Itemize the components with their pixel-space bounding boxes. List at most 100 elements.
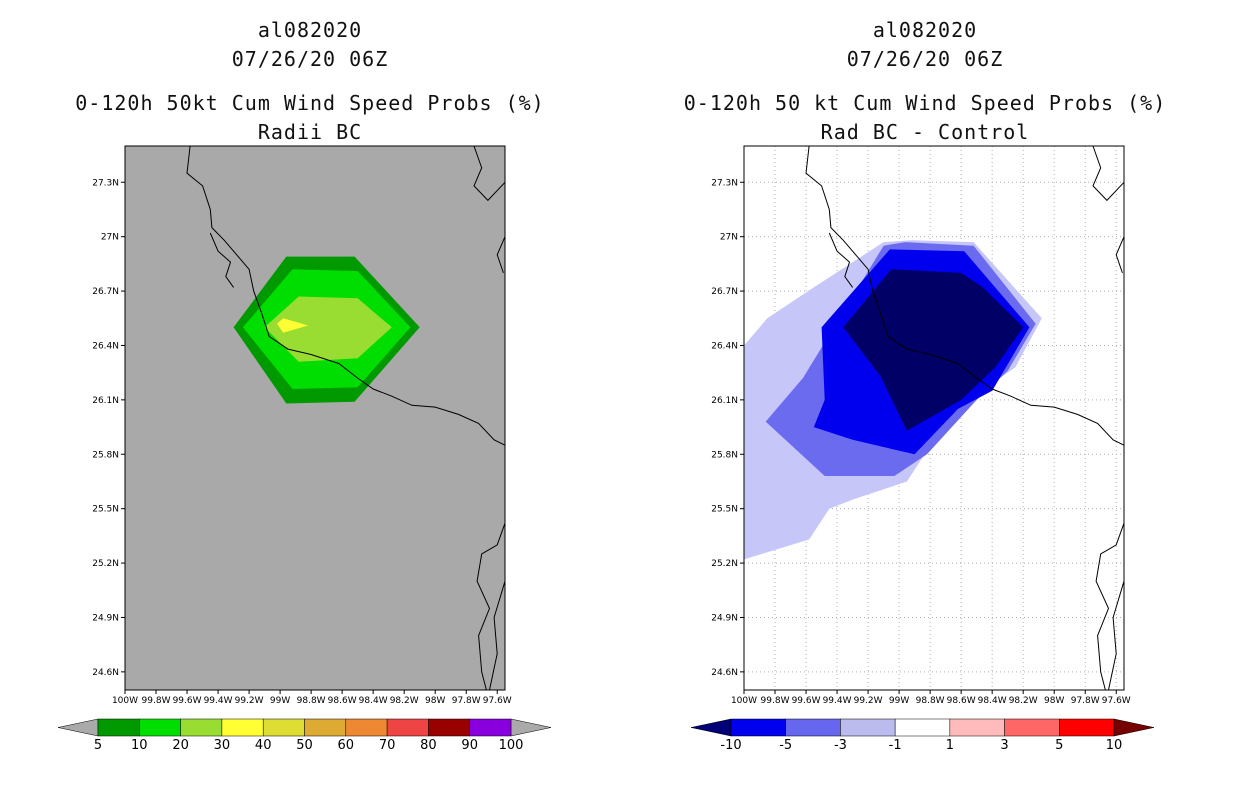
y-tick-label: 26.7N <box>711 287 738 297</box>
colorbar-swatch <box>785 718 841 737</box>
y-tick-label: 25.2N <box>92 559 119 569</box>
colorbar-label: 60 <box>338 738 355 753</box>
colorbar-swatch <box>386 718 429 737</box>
colorbar-label: 1 <box>946 738 954 753</box>
x-tick-label: 99W <box>270 696 290 706</box>
colorbar-low-end <box>57 718 99 737</box>
y-tick-label: 27N <box>720 233 738 243</box>
colorbar-swatch <box>840 718 896 737</box>
colorbar-label: 10 <box>1106 738 1123 753</box>
y-tick-label: 25.5N <box>92 505 119 515</box>
right-storm-id: al082020 <box>872 18 978 42</box>
colorbar-swatch <box>949 718 1005 737</box>
x-tick-label: 99.4W <box>823 696 852 706</box>
x-tick-label: 99.2W <box>235 696 264 706</box>
y-tick-label: 27N <box>101 233 119 243</box>
colorbar-swatch <box>262 718 305 737</box>
x-tick-label: 97.8W <box>1071 696 1100 706</box>
colorbar-swatch <box>139 718 181 737</box>
y-tick-label: 25.2N <box>711 559 738 569</box>
x-tick-label: 98.4W <box>359 696 388 706</box>
colorbar-high-end <box>1113 718 1155 737</box>
plot-background <box>125 146 505 690</box>
contour-level-4 <box>843 269 1024 431</box>
x-tick-label: 99.2W <box>854 696 883 706</box>
colorbar-label: -3 <box>834 738 847 753</box>
right-datetime: 07/26/20 06Z <box>846 47 1004 71</box>
left-datetime: 07/26/20 06Z <box>231 47 389 71</box>
colorbar-label: 3 <box>1000 738 1008 753</box>
colorbar-swatch <box>97 718 140 737</box>
plot-panel-1: 27.3N 27N 26.7N 26.4N 26.1N 25.8N 25.5N 25.2N 24… <box>57 145 552 753</box>
x-tick-label: 98W <box>425 696 445 706</box>
y-tick-label: 25.8N <box>92 450 119 460</box>
plot-frame <box>124 145 506 691</box>
colorbar-1: 5 10 20 30 40 50 60 70 80 90 100 <box>57 718 552 753</box>
colorbar-label: 5 <box>1055 738 1063 753</box>
colorbar-swatch <box>730 718 786 737</box>
colorbar-2: -10 -5 -3 -1 1 3 5 10 <box>690 718 1155 753</box>
x-tick-label: 99.8W <box>761 696 790 706</box>
x-tick-label: 100W <box>731 696 757 706</box>
coastline-border <box>489 581 506 691</box>
coastline-border <box>1108 581 1125 691</box>
colorbar-high-end <box>510 718 552 737</box>
x-tick-label: 99.6W <box>173 696 202 706</box>
coastline-border <box>1092 145 1125 202</box>
plot-panel-2: 27.3N 27N 26.7N 26.4N 26.1N 25.8N 25.5N 25.2N 24… <box>690 145 1155 753</box>
colorbar-swatch <box>180 718 223 737</box>
y-tick-label: 26.7N <box>92 287 119 297</box>
coastline-border <box>473 145 506 202</box>
x-tick-label: 97.8W <box>452 696 481 706</box>
y-tick-label: 24.9N <box>92 613 119 623</box>
left-chart-title: 0-120h 50kt Cum Wind Speed Probs (%) <box>75 91 545 115</box>
colorbar-label: 10 <box>131 738 148 753</box>
y-tick-label: 26.4N <box>92 341 119 351</box>
coastline-border <box>1095 523 1125 691</box>
x-tick-label: 98.8W <box>916 696 945 706</box>
x-tick-label: 99.8W <box>142 696 171 706</box>
coastline-border <box>186 145 506 446</box>
colorbar-label: 100 <box>499 738 524 753</box>
colorbar-swatch <box>221 718 264 737</box>
right-chart-title: 0-120h 50 kt Cum Wind Speed Probs (%) <box>683 91 1167 115</box>
colorbar-label: -5 <box>779 738 792 753</box>
x-tick-label: 99.4W <box>204 696 233 706</box>
y-tick-label: 24.6N <box>711 668 738 678</box>
colorbar-swatch <box>894 718 951 737</box>
x-tick-label: 98.4W <box>978 696 1007 706</box>
colorbar-swatch <box>428 718 470 737</box>
y-tick-label: 26.1N <box>711 396 738 406</box>
x-tick-label: 98W <box>1044 696 1064 706</box>
x-tick-label: 99.6W <box>792 696 821 706</box>
colorbar-label: 30 <box>214 738 231 753</box>
colorbar-label: 90 <box>461 738 478 753</box>
y-tick-label: 24.6N <box>92 668 119 678</box>
y-tick-label: 26.1N <box>92 396 119 406</box>
x-tick-label: 98.2W <box>390 696 419 706</box>
colorbar-label: -1 <box>889 738 902 753</box>
plot-frame <box>743 145 1125 691</box>
x-tick-label: 97.6W <box>483 696 512 706</box>
colorbar-swatch <box>469 718 512 737</box>
y-tick-label: 26.4N <box>711 341 738 351</box>
left-storm-id: al082020 <box>257 18 363 42</box>
coastline-border <box>1115 236 1125 274</box>
colorbar-label: 50 <box>296 738 313 753</box>
x-tick-label: 98.6W <box>947 696 976 706</box>
y-tick-label: 27.3N <box>92 178 119 188</box>
coastline-border <box>209 232 235 288</box>
left-chart-subtitle: Radii BC <box>257 120 363 144</box>
contour-level-3 <box>264 296 392 362</box>
colorbar-swatch <box>304 718 347 737</box>
colorbar-low-end <box>690 718 732 737</box>
colorbar-label: 20 <box>172 738 189 753</box>
colorbar-label: 40 <box>255 738 272 753</box>
x-tick-label: 98.8W <box>297 696 326 706</box>
y-tick-label: 24.9N <box>711 613 738 623</box>
colorbar-swatch <box>1004 718 1060 737</box>
x-tick-label: 100W <box>112 696 138 706</box>
coastline-border <box>496 236 506 274</box>
y-tick-label: 25.8N <box>711 450 738 460</box>
